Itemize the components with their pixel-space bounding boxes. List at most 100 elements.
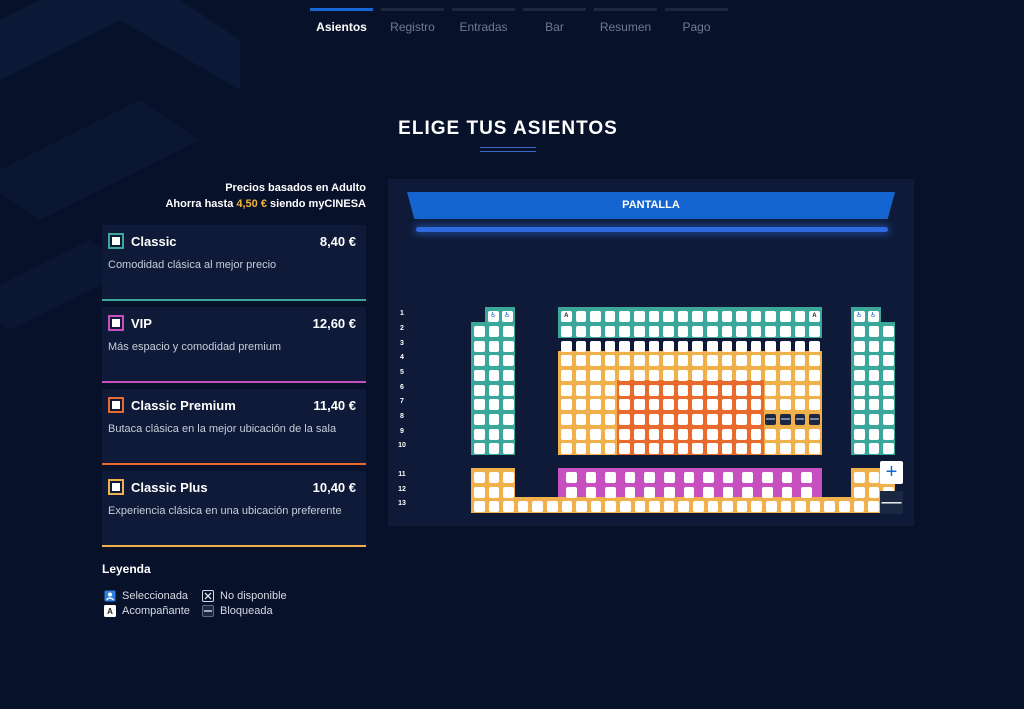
seat[interactable] <box>648 443 660 454</box>
seat[interactable] <box>474 355 485 366</box>
seat[interactable] <box>780 429 791 440</box>
seat[interactable] <box>590 429 601 440</box>
seat[interactable] <box>794 399 806 410</box>
seat[interactable] <box>488 414 500 425</box>
seat[interactable] <box>561 399 572 410</box>
seat[interactable] <box>736 414 747 425</box>
seat[interactable] <box>722 487 734 498</box>
seat[interactable] <box>488 501 500 512</box>
seat[interactable] <box>474 487 485 498</box>
seat[interactable] <box>854 487 865 498</box>
seat[interactable] <box>809 370 820 381</box>
seat[interactable] <box>561 326 572 337</box>
seat[interactable] <box>795 501 806 512</box>
seat[interactable] <box>663 429 674 440</box>
wheelchair-seat-icon[interactable]: ♿ <box>854 311 865 322</box>
seat[interactable] <box>854 399 865 410</box>
seat[interactable] <box>736 341 747 352</box>
blocked-seat[interactable] <box>809 414 820 425</box>
seat[interactable] <box>854 443 865 454</box>
seat[interactable] <box>868 501 879 512</box>
companion-seat[interactable]: A <box>561 311 572 322</box>
seat[interactable] <box>707 429 718 440</box>
seat[interactable] <box>780 385 791 396</box>
seat[interactable] <box>663 399 674 410</box>
seat[interactable] <box>722 501 733 512</box>
seat[interactable] <box>605 487 616 498</box>
seat[interactable] <box>619 341 630 352</box>
seat[interactable] <box>619 443 630 454</box>
seat[interactable] <box>474 385 485 396</box>
seat[interactable] <box>677 399 689 410</box>
seat[interactable] <box>781 472 793 483</box>
seat[interactable] <box>664 487 675 498</box>
seat[interactable] <box>634 429 645 440</box>
seat[interactable] <box>648 399 660 410</box>
seat[interactable] <box>809 341 820 352</box>
seat[interactable] <box>604 429 616 440</box>
seat[interactable] <box>883 370 894 381</box>
step-tab-pago[interactable]: Pago <box>665 8 728 38</box>
seat[interactable] <box>503 355 514 366</box>
seat[interactable] <box>663 326 674 337</box>
seat[interactable] <box>677 370 689 381</box>
seat[interactable] <box>517 501 529 512</box>
seat[interactable] <box>575 429 587 440</box>
seat[interactable] <box>590 326 601 337</box>
step-tab-registro[interactable]: Registro <box>381 8 444 38</box>
seat[interactable] <box>561 429 572 440</box>
seat[interactable] <box>649 501 660 512</box>
seat[interactable] <box>780 311 791 322</box>
zoom-out-button[interactable]: — <box>880 491 903 514</box>
seat[interactable] <box>634 341 645 352</box>
seat[interactable] <box>474 341 485 352</box>
seat[interactable] <box>488 429 500 440</box>
seat[interactable] <box>853 501 865 512</box>
seat[interactable] <box>883 355 894 366</box>
seat[interactable] <box>736 326 747 337</box>
seat[interactable] <box>721 414 733 425</box>
seat[interactable] <box>474 414 485 425</box>
seat[interactable] <box>750 341 762 352</box>
seat[interactable] <box>801 487 812 498</box>
wheelchair-seat-icon[interactable]: ♿ <box>868 311 879 322</box>
seat[interactable] <box>868 326 880 337</box>
seat[interactable] <box>692 414 703 425</box>
companion-seat[interactable]: A <box>809 311 820 322</box>
seat[interactable] <box>620 501 631 512</box>
seat[interactable] <box>648 355 660 366</box>
seat[interactable] <box>736 399 747 410</box>
seat[interactable] <box>474 472 485 483</box>
seat[interactable] <box>693 501 704 512</box>
seat[interactable] <box>634 443 645 454</box>
seat[interactable] <box>883 429 894 440</box>
seat[interactable] <box>883 399 894 410</box>
seat[interactable] <box>736 370 747 381</box>
seat[interactable] <box>809 399 820 410</box>
seat[interactable] <box>488 341 500 352</box>
seat[interactable] <box>677 355 689 366</box>
seat[interactable] <box>677 443 689 454</box>
seat[interactable] <box>634 311 645 322</box>
seat[interactable] <box>750 414 762 425</box>
seat[interactable] <box>765 355 776 366</box>
seat[interactable] <box>503 341 514 352</box>
seat[interactable] <box>801 472 812 483</box>
seat[interactable] <box>634 399 645 410</box>
seat[interactable] <box>576 501 587 512</box>
seat[interactable] <box>854 385 865 396</box>
seat[interactable] <box>474 399 485 410</box>
seat[interactable] <box>780 355 791 366</box>
seat[interactable] <box>590 399 601 410</box>
seat[interactable] <box>663 443 674 454</box>
seat[interactable] <box>561 443 572 454</box>
seat[interactable] <box>736 385 747 396</box>
seat[interactable] <box>707 399 718 410</box>
seat[interactable] <box>765 429 776 440</box>
wheelchair-seat-icon[interactable]: ♿ <box>488 311 499 322</box>
seat[interactable] <box>648 370 660 381</box>
seat[interactable] <box>604 326 616 337</box>
seat[interactable] <box>707 385 718 396</box>
seat[interactable] <box>854 355 865 366</box>
seat[interactable] <box>590 443 601 454</box>
